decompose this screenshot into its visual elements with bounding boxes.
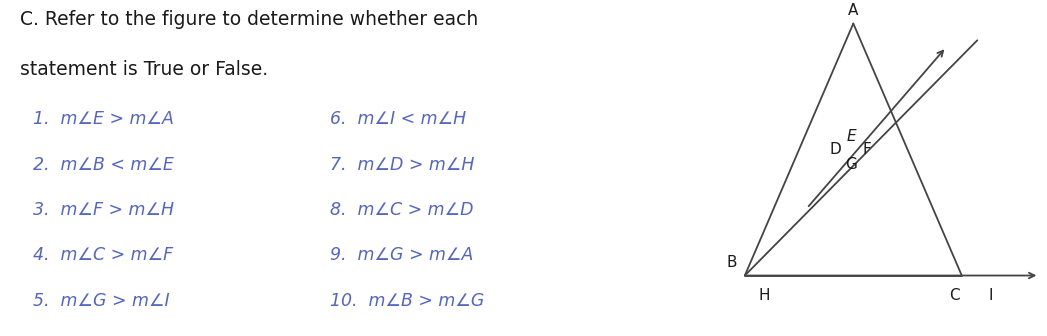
Text: G: G	[845, 157, 857, 172]
Text: B: B	[726, 255, 736, 269]
Text: 1.  m∠E > m∠A: 1. m∠E > m∠A	[34, 110, 174, 128]
Text: D: D	[830, 142, 842, 157]
Text: 4.  m∠C > m∠F: 4. m∠C > m∠F	[34, 246, 173, 264]
Text: 8.  m∠C > m∠D: 8. m∠C > m∠D	[330, 201, 473, 219]
Text: C: C	[949, 288, 959, 303]
Text: 9.  m∠G > m∠A: 9. m∠G > m∠A	[330, 246, 473, 264]
Text: H: H	[758, 288, 770, 303]
Text: 10.  m∠B > m∠G: 10. m∠B > m∠G	[330, 292, 484, 310]
Text: A: A	[848, 3, 859, 17]
Text: C. Refer to the figure to determine whether each: C. Refer to the figure to determine whet…	[20, 10, 478, 29]
Text: 3.  m∠F > m∠H: 3. m∠F > m∠H	[34, 201, 174, 219]
Text: 5.  m∠G > m∠I: 5. m∠G > m∠I	[34, 292, 170, 310]
Text: 2.  m∠B < m∠E: 2. m∠B < m∠E	[34, 156, 174, 174]
Text: 7.  m∠D > m∠H: 7. m∠D > m∠H	[330, 156, 474, 174]
Text: I: I	[988, 288, 993, 303]
Text: statement is True or False.: statement is True or False.	[20, 60, 268, 80]
Text: E: E	[847, 129, 856, 143]
Text: F: F	[863, 142, 871, 157]
Text: 6.  m∠I < m∠H: 6. m∠I < m∠H	[330, 110, 466, 128]
